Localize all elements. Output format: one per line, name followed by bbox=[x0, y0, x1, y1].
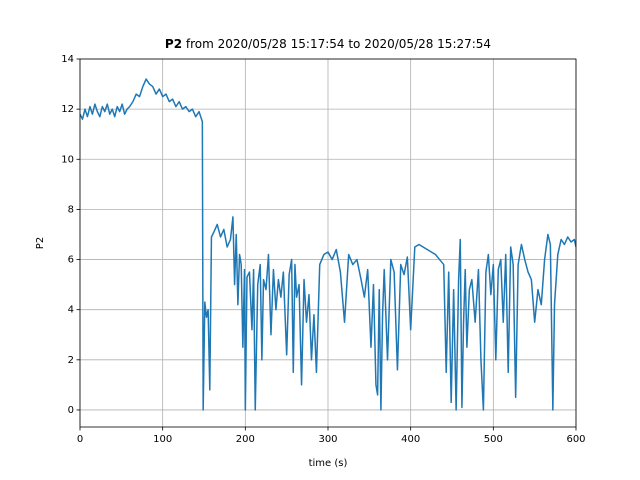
y-tick-label: 8 bbox=[68, 204, 74, 215]
y-tick-label: 10 bbox=[61, 154, 74, 165]
y-tick-label: 6 bbox=[68, 255, 74, 266]
x-tick-label: 0 bbox=[77, 434, 83, 445]
x-tick-label: 300 bbox=[318, 434, 337, 445]
plot-frame bbox=[79, 58, 577, 428]
chart-title: P2 from 2020/05/28 15:17:54 to 2020/05/2… bbox=[165, 37, 491, 51]
y-tick-label: 14 bbox=[61, 54, 74, 65]
x-tick-label: 400 bbox=[401, 434, 420, 445]
y-axis-label: P2 bbox=[35, 237, 46, 249]
y-tick-label: 2 bbox=[68, 355, 74, 366]
data-line bbox=[80, 78, 576, 411]
x-axis-label: time (s) bbox=[309, 458, 348, 469]
y-tick-label: 12 bbox=[61, 104, 74, 115]
title-rest: from 2020/05/28 15:17:54 to 2020/05/28 1… bbox=[186, 37, 491, 51]
x-tick-label: 500 bbox=[484, 434, 503, 445]
x-tick-label: 600 bbox=[566, 434, 585, 445]
x-tick-label: 200 bbox=[236, 434, 255, 445]
title-bold: P2 bbox=[165, 37, 182, 51]
y-tick-label: 4 bbox=[68, 305, 74, 316]
x-tick-label: 100 bbox=[153, 434, 172, 445]
y-tick-label: 0 bbox=[68, 405, 74, 416]
